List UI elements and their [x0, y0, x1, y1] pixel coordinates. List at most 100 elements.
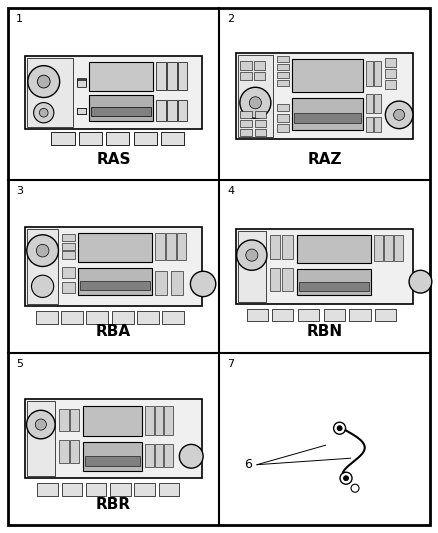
Text: 7: 7: [227, 359, 234, 369]
Circle shape: [32, 275, 54, 297]
Bar: [112, 311, 134, 324]
Circle shape: [39, 108, 48, 117]
Bar: [277, 64, 289, 70]
Bar: [375, 309, 396, 321]
Bar: [159, 483, 179, 496]
Bar: [324, 309, 345, 321]
Bar: [62, 483, 82, 496]
Bar: [366, 117, 373, 132]
Bar: [62, 234, 75, 241]
Bar: [394, 235, 403, 261]
Bar: [270, 268, 280, 291]
Bar: [254, 61, 265, 70]
Bar: [134, 132, 157, 144]
Text: 6: 6: [244, 458, 252, 471]
Bar: [240, 72, 251, 80]
Bar: [62, 266, 75, 278]
Bar: [254, 72, 265, 80]
Text: 4: 4: [227, 187, 234, 196]
Bar: [374, 61, 381, 86]
Bar: [277, 79, 289, 86]
Bar: [145, 406, 154, 435]
Circle shape: [394, 109, 405, 120]
Circle shape: [343, 476, 349, 481]
Bar: [25, 56, 202, 128]
Circle shape: [34, 102, 54, 123]
Bar: [238, 231, 266, 302]
Bar: [91, 107, 151, 116]
Bar: [277, 114, 289, 122]
Bar: [167, 62, 177, 90]
Bar: [236, 229, 413, 304]
Bar: [110, 483, 131, 496]
Circle shape: [237, 240, 267, 270]
Bar: [77, 108, 86, 114]
Circle shape: [409, 270, 432, 293]
Bar: [385, 80, 396, 89]
Bar: [79, 132, 102, 144]
Bar: [166, 233, 176, 260]
Bar: [366, 94, 373, 113]
Bar: [240, 61, 251, 70]
Text: RAZ: RAZ: [307, 152, 342, 167]
Bar: [350, 309, 371, 321]
Text: 3: 3: [16, 187, 23, 196]
Bar: [277, 103, 289, 111]
Bar: [161, 132, 184, 144]
Text: RBA: RBA: [96, 325, 131, 340]
Bar: [167, 100, 177, 122]
Bar: [298, 309, 319, 321]
Bar: [77, 108, 86, 114]
Bar: [59, 409, 68, 431]
Bar: [85, 456, 140, 466]
Circle shape: [36, 244, 49, 257]
Bar: [77, 78, 86, 85]
Bar: [78, 268, 152, 295]
Bar: [171, 271, 183, 295]
Bar: [277, 124, 289, 132]
Bar: [27, 58, 73, 127]
Bar: [385, 58, 396, 67]
Circle shape: [35, 419, 46, 430]
Bar: [283, 235, 293, 259]
Bar: [240, 120, 251, 127]
Text: 1: 1: [16, 14, 23, 24]
Bar: [277, 56, 289, 62]
Bar: [165, 406, 173, 435]
Bar: [162, 311, 184, 324]
Circle shape: [249, 97, 261, 109]
Bar: [297, 269, 371, 295]
Text: RAS: RAS: [96, 152, 131, 167]
Text: 5: 5: [16, 359, 23, 369]
Bar: [27, 401, 55, 477]
Bar: [80, 281, 150, 290]
Bar: [35, 311, 58, 324]
Bar: [255, 128, 266, 135]
Bar: [37, 483, 58, 496]
Bar: [385, 69, 396, 78]
Bar: [145, 443, 154, 467]
Bar: [25, 227, 202, 306]
Circle shape: [240, 87, 271, 118]
Bar: [177, 100, 187, 122]
Text: RBN: RBN: [307, 325, 343, 340]
Circle shape: [191, 271, 216, 297]
Text: 2: 2: [227, 14, 234, 24]
Bar: [177, 62, 187, 90]
Circle shape: [351, 484, 359, 492]
Bar: [155, 271, 167, 295]
Bar: [236, 53, 413, 139]
Circle shape: [37, 75, 50, 88]
Bar: [292, 59, 363, 92]
Bar: [77, 79, 86, 87]
Bar: [385, 235, 393, 261]
Bar: [374, 94, 381, 113]
Bar: [78, 233, 152, 262]
Bar: [283, 268, 293, 291]
Bar: [62, 243, 75, 250]
Bar: [134, 483, 155, 496]
Circle shape: [385, 101, 413, 128]
Text: RBR: RBR: [96, 497, 131, 512]
Bar: [106, 132, 130, 144]
Bar: [366, 61, 373, 86]
